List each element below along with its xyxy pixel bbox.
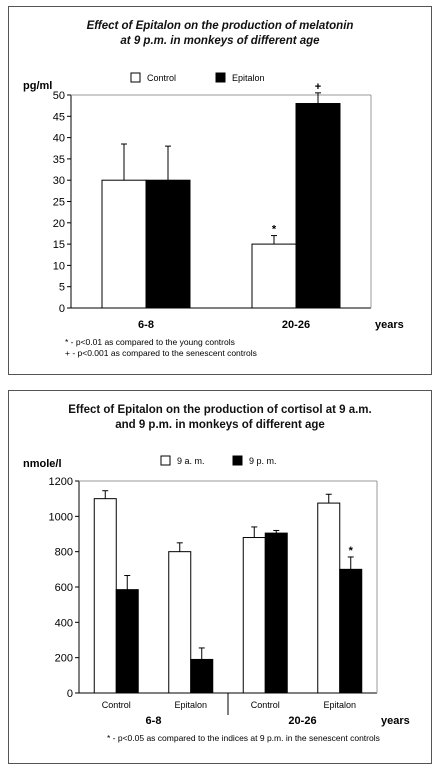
footnote: * - p<0.05 as compared to the indices at…: [107, 733, 380, 743]
bar: [295, 103, 341, 309]
x-group-label: 6-8: [146, 715, 162, 727]
y-tick-label: 1200: [49, 476, 73, 488]
y-tick-label: 0: [59, 303, 65, 315]
bar: [190, 658, 214, 694]
y-axis-label: nmole/l: [23, 458, 62, 470]
cortisol-chart-title: Effect of Epitalon on the production of …: [9, 403, 431, 433]
significance-mark: +: [315, 81, 321, 93]
x-group-label: 20-26: [288, 715, 316, 727]
bar: [264, 532, 288, 694]
bar: [339, 568, 363, 694]
x-category-label: Control: [251, 700, 280, 710]
chart-title-line1: Effect of Epitalon on the production of …: [68, 404, 372, 416]
y-tick-label: 600: [55, 582, 73, 594]
legend-swatch: [130, 72, 141, 83]
legend-swatch: [232, 455, 243, 466]
y-tick-label: 50: [53, 90, 65, 102]
bar: [168, 551, 192, 694]
chart-title-line2: at 9 p.m. in monkeys of different age: [120, 35, 320, 47]
x-category-label: 6-8: [138, 319, 154, 331]
y-tick-label: 35: [53, 154, 65, 166]
footnote: + - p<0.001 as compared to the senescent…: [65, 348, 257, 358]
legend-label: Epitalon: [232, 73, 265, 83]
y-axis-label: pg/ml: [23, 80, 52, 92]
y-tick-label: 25: [53, 197, 65, 209]
y-tick-label: 10: [53, 260, 65, 272]
x-category-label: Control: [102, 700, 131, 710]
y-tick-label: 1000: [49, 511, 73, 523]
x-category-label: Epitalon: [174, 700, 207, 710]
y-tick-label: 800: [55, 547, 73, 559]
bar: [115, 589, 139, 694]
legend-label: 9 p. m.: [249, 456, 277, 466]
chart-title-line2: and 9 p.m. in monkeys of different age: [115, 419, 325, 431]
bar: [317, 502, 341, 694]
x-category-label: 20-26: [282, 319, 310, 331]
x-axis-label: years: [381, 715, 410, 727]
y-tick-label: 20: [53, 218, 65, 230]
bar: [242, 537, 266, 694]
cortisol-chart-panel: Effect of Epitalon on the production of …: [8, 390, 432, 764]
x-category-label: Epitalon: [323, 700, 356, 710]
y-tick-label: 0: [67, 688, 73, 700]
y-tick-label: 15: [53, 239, 65, 251]
footnote: * - p<0.01 as compared to the young cont…: [65, 337, 235, 347]
cortisol-chart-svg: 0 200 400 600 800 1000 1200 nmole/l 9 a. m. 9 p. …: [23, 455, 410, 743]
melatonin-chart-panel: Effect of Epitalon on the production of …: [8, 6, 432, 375]
y-tick-label: 400: [55, 617, 73, 629]
bar: [93, 498, 117, 694]
melatonin-chart-title: Effect of Epitalon on the production of …: [9, 19, 431, 49]
significance-mark: *: [272, 224, 277, 236]
y-tick-label: 30: [53, 175, 65, 187]
legend-swatch: [215, 72, 226, 83]
legend-swatch: [160, 455, 171, 466]
legend-label: 9 a. m.: [177, 456, 205, 466]
chart-title-line1: Effect of Epitalon on the production of …: [86, 20, 354, 32]
y-tick-label: 200: [55, 653, 73, 665]
bar: [251, 243, 297, 309]
legend-label: Control: [147, 73, 176, 83]
significance-mark: *: [349, 545, 354, 557]
y-tick-label: 5: [59, 282, 65, 294]
bar: [145, 179, 191, 309]
y-tick-label: 45: [53, 111, 65, 123]
y-tick-label: 40: [53, 133, 65, 145]
bar: [101, 179, 147, 309]
x-axis-label: years: [375, 319, 404, 331]
